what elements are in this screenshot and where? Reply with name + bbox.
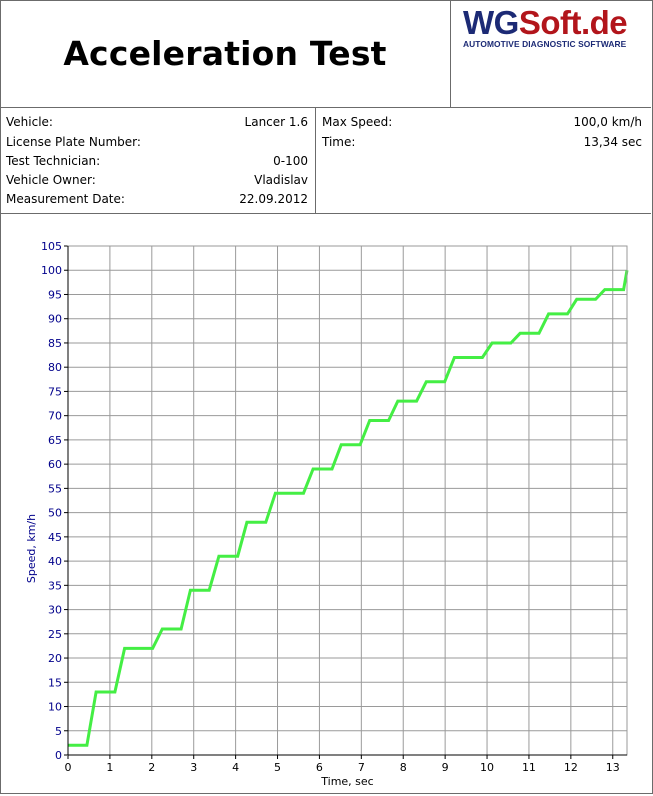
axes bbox=[64, 245, 628, 759]
license-plate-row: License Plate Number: bbox=[6, 133, 308, 152]
grid bbox=[68, 246, 627, 755]
title-cell: Acceleration Test bbox=[0, 0, 451, 107]
y-tick-label: 55 bbox=[48, 482, 62, 495]
y-tick-label: 25 bbox=[48, 628, 62, 641]
chart-svg: 0 1 2 3 4 5 6 7 8 9 10 11 12 130510152025303540455055… bbox=[25, 240, 629, 788]
vehicle-info-left: Vehicle: Lancer 1.6 License Plate Number:… bbox=[0, 108, 316, 213]
y-tick-label: 70 bbox=[48, 410, 62, 423]
plot-area bbox=[68, 246, 627, 755]
y-tick-label: 80 bbox=[48, 361, 62, 374]
x-tick-label: 12 bbox=[564, 761, 578, 774]
report-header: Acceleration Test WGSoft.de AUTOMOTIVE D… bbox=[0, 0, 651, 108]
x-tick-label: 2 bbox=[148, 761, 155, 774]
y-tick-label: 30 bbox=[48, 604, 62, 617]
info-value: 100,0 km/h bbox=[573, 115, 642, 129]
x-tick-label: 4 bbox=[232, 761, 239, 774]
time-row: Time: 13,34 sec bbox=[322, 133, 642, 152]
y-tick-label: 15 bbox=[48, 676, 62, 689]
info-value: Vladislav bbox=[254, 173, 308, 187]
info-label: Time: bbox=[322, 135, 356, 149]
x-tick-label: 5 bbox=[274, 761, 281, 774]
x-tick-label: 7 bbox=[358, 761, 365, 774]
y-axis-title: Speed, km/h bbox=[25, 514, 38, 583]
speed-series-line bbox=[68, 269, 629, 747]
report-title: Acceleration Test bbox=[63, 34, 387, 73]
technician-row: Test Technician: 0-100 bbox=[6, 152, 308, 171]
logo-wg: WG bbox=[463, 4, 519, 41]
x-tick-label: 9 bbox=[442, 761, 449, 774]
measurement-date-row: Measurement Date: 22.09.2012 bbox=[6, 190, 308, 209]
x-tick-label: 1 bbox=[106, 761, 113, 774]
info-value: 0-100 bbox=[273, 154, 308, 168]
y-tick-label: 50 bbox=[48, 507, 62, 520]
y-tick-label: 100 bbox=[41, 264, 62, 277]
info-label: Measurement Date: bbox=[6, 192, 125, 206]
info-label: Max Speed: bbox=[322, 115, 393, 129]
x-tick-label: 3 bbox=[190, 761, 197, 774]
x-axis-title: Time, sec bbox=[320, 775, 373, 788]
x-tick-label: 11 bbox=[522, 761, 536, 774]
speed-chart: 0 1 2 3 4 5 6 7 8 9 10 11 12 13 0 5 10 15 20 25 30 35 40 45 50 55… bbox=[0, 214, 651, 792]
info-label: Test Technician: bbox=[6, 154, 101, 168]
info-value: 22.09.2012 bbox=[239, 192, 308, 206]
series-layer bbox=[68, 269, 629, 747]
logo-soft: Soft.de bbox=[518, 4, 628, 41]
y-tick-label: 90 bbox=[48, 313, 62, 326]
info-label: Vehicle: bbox=[6, 115, 53, 129]
logo: WGSoft.de AUTOMOTIVE DIAGNOSTIC SOFTWARE bbox=[451, 0, 651, 107]
vehicle-row: Vehicle: Lancer 1.6 bbox=[6, 113, 308, 132]
x-tick-label: 13 bbox=[606, 761, 620, 774]
y-tick-label: 35 bbox=[48, 579, 62, 592]
x-tick-label: 10 bbox=[480, 761, 494, 774]
y-tick-label: 85 bbox=[48, 337, 62, 350]
vehicle-info: Vehicle: Lancer 1.6 License Plate Number:… bbox=[0, 108, 651, 214]
y-tick-label: 60 bbox=[48, 458, 62, 471]
info-label: Vehicle Owner: bbox=[6, 173, 96, 187]
y-tick-label: 95 bbox=[48, 288, 62, 301]
info-value: 13,34 sec bbox=[583, 135, 642, 149]
y-tick-label: 5 bbox=[55, 725, 62, 738]
vehicle-info-right: Max Speed: 100,0 km/h Time: 13,34 sec bbox=[316, 108, 651, 213]
y-tick-label: 45 bbox=[48, 531, 62, 544]
logo-wordmark: WGSoft.de bbox=[463, 4, 628, 41]
x-tick-label: 6 bbox=[316, 761, 323, 774]
y-tick-label: 10 bbox=[48, 701, 62, 714]
info-value: Lancer 1.6 bbox=[244, 115, 308, 129]
axis-labels: 0 1 2 3 4 5 6 7 8 9 10 11 12 130510152025303540455055… bbox=[25, 240, 620, 788]
y-tick-label: 0 bbox=[55, 749, 62, 762]
x-tick-label: 0 bbox=[65, 761, 72, 774]
y-tick-label: 75 bbox=[48, 385, 62, 398]
y-tick-label: 20 bbox=[48, 652, 62, 665]
owner-row: Vehicle Owner: Vladislav bbox=[6, 171, 308, 190]
x-tick-label: 8 bbox=[400, 761, 407, 774]
y-tick-label: 40 bbox=[48, 555, 62, 568]
info-label: License Plate Number: bbox=[6, 135, 141, 149]
max-speed-row: Max Speed: 100,0 km/h bbox=[322, 113, 642, 132]
logo-tagline: AUTOMOTIVE DIAGNOSTIC SOFTWARE bbox=[463, 39, 627, 49]
y-tick-label: 105 bbox=[41, 240, 62, 253]
y-tick-label: 65 bbox=[48, 434, 62, 447]
